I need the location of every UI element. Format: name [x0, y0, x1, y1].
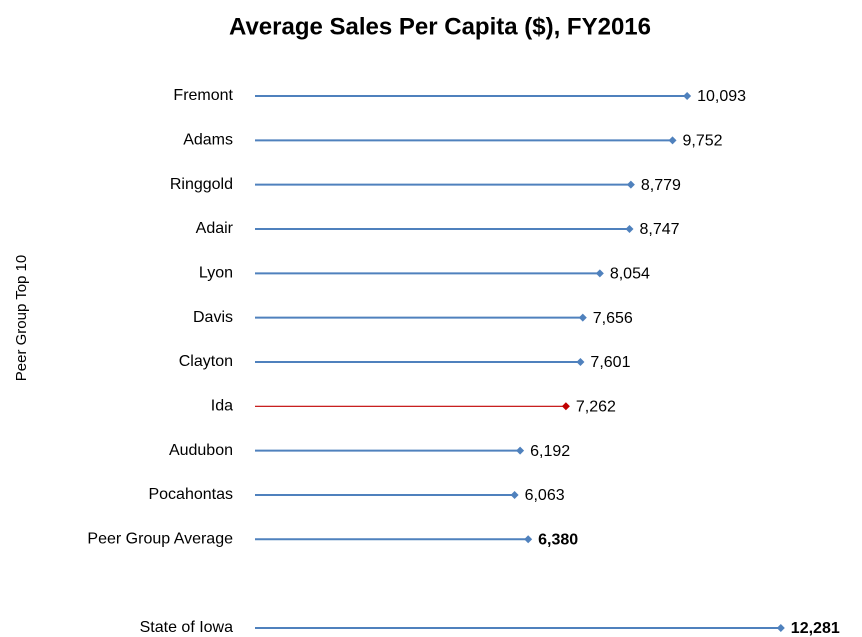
chart-title: Average Sales Per Capita ($), FY2016 — [229, 13, 651, 40]
category-label: Adair — [196, 220, 234, 237]
value-label: 8,747 — [640, 221, 680, 238]
category-label: Ringgold — [170, 176, 233, 193]
marker — [776, 623, 785, 632]
marker — [626, 180, 635, 189]
value-label: 7,601 — [590, 354, 630, 371]
value-label: 7,262 — [576, 399, 616, 416]
marker — [683, 92, 692, 100]
category-label: Peer Group Average — [87, 531, 233, 548]
marker — [668, 136, 677, 145]
marker — [516, 446, 525, 455]
category-label: Audubon — [169, 442, 233, 459]
marker — [625, 224, 634, 233]
category-label: Fremont — [173, 87, 233, 104]
value-label: 6,380 — [538, 532, 578, 549]
value-label: 8,054 — [610, 266, 650, 283]
category-label: Ida — [211, 398, 233, 415]
y-axis-label: Peer Group Top 10 — [13, 255, 30, 381]
value-label: 7,656 — [593, 310, 633, 327]
category-label: Davis — [193, 309, 233, 326]
value-label: 8,779 — [641, 177, 681, 194]
marker — [524, 535, 533, 544]
value-label: 6,063 — [525, 487, 565, 504]
category-label: Lyon — [199, 265, 233, 282]
marker — [510, 490, 519, 499]
marker — [578, 313, 587, 322]
value-label: 12,281 — [791, 620, 840, 637]
value-label: 6,192 — [530, 443, 570, 460]
marker — [576, 357, 585, 366]
category-label: Adams — [183, 132, 233, 149]
value-label: 10,093 — [697, 88, 746, 105]
marker — [595, 269, 604, 278]
value-label: 9,752 — [683, 133, 723, 150]
category-label: Pocahontas — [148, 486, 233, 503]
marker — [561, 402, 570, 411]
category-label: State of Iowa — [140, 619, 233, 636]
category-label: Clayton — [179, 353, 233, 370]
